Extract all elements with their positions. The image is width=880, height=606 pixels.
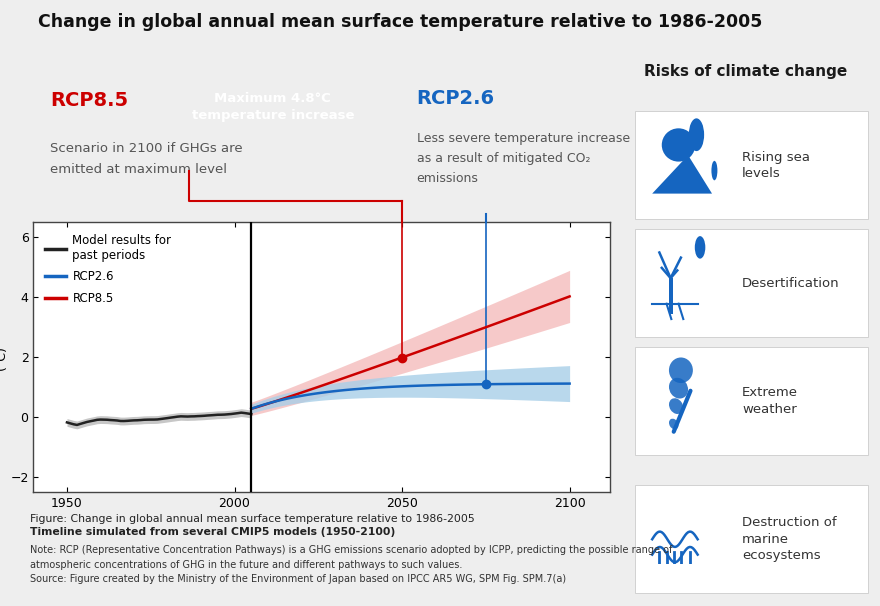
Text: Extreme
weather: Extreme weather bbox=[742, 386, 798, 416]
Legend: Model results for
past periods, RCP2.6, RCP8.5: Model results for past periods, RCP2.6, … bbox=[40, 228, 177, 311]
Polygon shape bbox=[669, 278, 672, 314]
Text: Risks of climate change: Risks of climate change bbox=[644, 64, 847, 79]
Text: Maximum 4.8°C
temperature increase: Maximum 4.8°C temperature increase bbox=[192, 92, 354, 122]
Ellipse shape bbox=[669, 398, 683, 414]
Ellipse shape bbox=[669, 419, 678, 430]
FancyBboxPatch shape bbox=[634, 112, 869, 219]
Text: Less severe temperature increase
as a result of mitigated CO₂
emissions: Less severe temperature increase as a re… bbox=[416, 132, 630, 184]
Ellipse shape bbox=[662, 128, 695, 162]
Text: Figure: Change in global annual mean surface temperature relative to 1986-2005: Figure: Change in global annual mean sur… bbox=[30, 514, 474, 524]
Text: RCP8.5: RCP8.5 bbox=[50, 90, 128, 110]
Text: Timeline simulated from several CMIP5 models (1950-2100): Timeline simulated from several CMIP5 mo… bbox=[30, 527, 395, 538]
Text: Change in global annual mean surface temperature relative to 1986-2005: Change in global annual mean surface tem… bbox=[38, 13, 763, 32]
Text: Scenario in 2100 if GHGs are
emitted at maximum level: Scenario in 2100 if GHGs are emitted at … bbox=[50, 142, 243, 176]
Text: Desertification: Desertification bbox=[742, 277, 840, 290]
Text: Destruction of
marine
ecosystems: Destruction of marine ecosystems bbox=[742, 516, 837, 562]
FancyBboxPatch shape bbox=[634, 229, 869, 338]
FancyBboxPatch shape bbox=[634, 347, 869, 455]
Text: RCP2.6: RCP2.6 bbox=[416, 89, 495, 108]
FancyBboxPatch shape bbox=[634, 485, 869, 593]
Circle shape bbox=[695, 236, 706, 259]
Y-axis label: (°C): (°C) bbox=[0, 345, 7, 370]
Polygon shape bbox=[652, 155, 712, 193]
Text: Rising sea
levels: Rising sea levels bbox=[742, 151, 810, 180]
Text: Note: RCP (Representative Concentration Pathways) is a GHG emissions scenario ad: Note: RCP (Representative Concentration … bbox=[30, 545, 672, 584]
Ellipse shape bbox=[669, 378, 688, 399]
Circle shape bbox=[689, 118, 704, 151]
Ellipse shape bbox=[669, 358, 693, 383]
Ellipse shape bbox=[711, 161, 717, 181]
